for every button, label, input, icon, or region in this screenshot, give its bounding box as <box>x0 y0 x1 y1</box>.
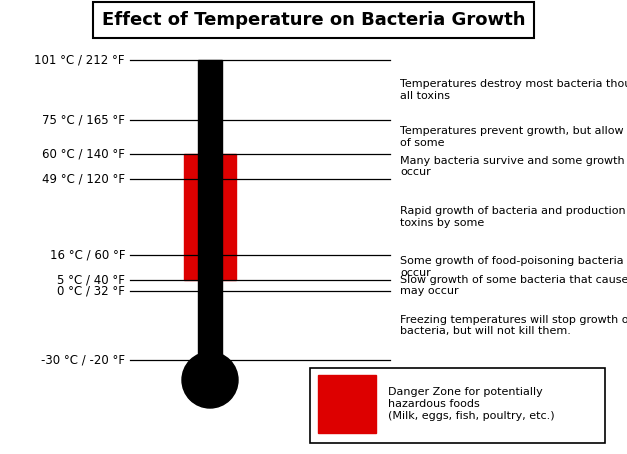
Text: Temperatures destroy most bacteria though not
all toxins: Temperatures destroy most bacteria thoug… <box>400 79 627 101</box>
Text: Danger Zone for potentially
hazardous foods
(Milk, eggs, fish, poultry, etc.): Danger Zone for potentially hazardous fo… <box>388 387 555 420</box>
Text: 49 °C / 120 °F: 49 °C / 120 °F <box>42 173 125 186</box>
Text: Effect of Temperature on Bacteria Growth: Effect of Temperature on Bacteria Growth <box>102 11 525 29</box>
Bar <box>222 154 236 280</box>
Text: Some growth of food-poisoning bacteria may
occur: Some growth of food-poisoning bacteria m… <box>400 257 627 278</box>
Text: 75 °C / 165 °F: 75 °C / 165 °F <box>42 113 125 126</box>
Text: 16 °C / 60 °F: 16 °C / 60 °F <box>50 248 125 261</box>
Text: -30 °C / -20 °F: -30 °C / -20 °F <box>41 354 125 366</box>
Text: Many bacteria survive and some growth may
occur: Many bacteria survive and some growth ma… <box>400 156 627 178</box>
Bar <box>310 368 605 443</box>
Circle shape <box>182 352 238 408</box>
Text: 5 °C / 40 °F: 5 °C / 40 °F <box>57 273 125 286</box>
Text: Rapid growth of bacteria and production of
toxins by some: Rapid growth of bacteria and production … <box>400 206 627 227</box>
Bar <box>198 60 222 365</box>
Text: 60 °C / 140 °F: 60 °C / 140 °F <box>42 148 125 160</box>
Text: Freezing temperatures will stop growth of
bacteria, but will not kill them.: Freezing temperatures will stop growth o… <box>400 315 627 336</box>
Text: Temperatures prevent growth, but allow survival
of some: Temperatures prevent growth, but allow s… <box>400 126 627 148</box>
Bar <box>184 154 198 280</box>
Text: 101 °C / 212 °F: 101 °C / 212 °F <box>34 54 125 66</box>
Bar <box>318 375 376 433</box>
Text: 0 °C / 32 °F: 0 °C / 32 °F <box>57 285 125 298</box>
Text: Slow growth of some bacteria that cause spoilage
may occur: Slow growth of some bacteria that cause … <box>400 275 627 296</box>
